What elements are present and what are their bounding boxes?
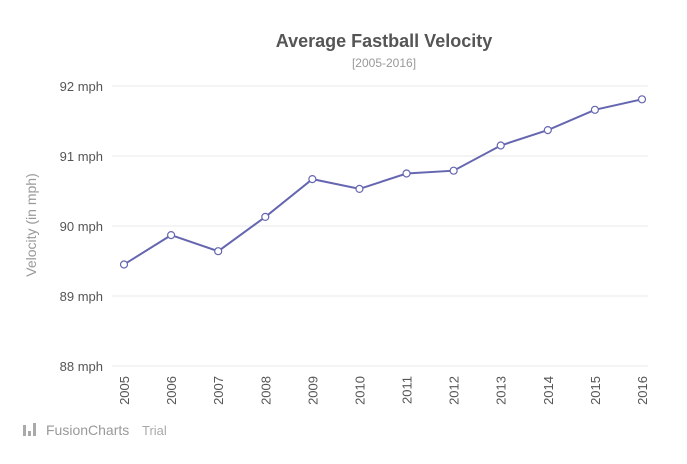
series-line	[123, 98, 643, 266]
data-point[interactable]	[166, 231, 176, 240]
data-point[interactable]	[355, 184, 364, 193]
x-tick-label: 2015	[588, 376, 603, 405]
data-point[interactable]	[214, 247, 223, 256]
point-layer	[119, 95, 647, 269]
y-tick-label: 91 mph	[60, 149, 103, 164]
y-tick-label: 92 mph	[60, 79, 103, 94]
x-tick-label: 2011	[400, 376, 415, 404]
fusioncharts-logo-icon	[23, 423, 36, 436]
y-tick-label: 90 mph	[60, 219, 103, 234]
y-axis-label: Velocity (in mph)	[23, 173, 39, 276]
chart-subtitle: [2005-2016]	[352, 56, 416, 70]
series-layer	[123, 98, 643, 266]
y-tick-label: 89 mph	[60, 289, 103, 304]
x-tick-label: 2008	[258, 376, 273, 405]
x-tick-label: 2013	[494, 376, 509, 405]
x-tick-label: 2009	[305, 376, 320, 405]
data-point[interactable]	[543, 126, 552, 135]
branding-suffix: Trial	[142, 423, 167, 438]
data-point[interactable]	[637, 95, 647, 104]
data-point[interactable]	[402, 169, 411, 178]
chart-title: Average Fastball Velocity	[276, 31, 492, 51]
x-tick-label: 2010	[352, 376, 367, 405]
grid-layer	[112, 85, 648, 367]
branding-name: FusionCharts	[46, 422, 129, 438]
x-tick-label: 2016	[635, 376, 650, 405]
y-tick-layer: 88 mph 89 mph 90 mph 91 mph 92 mph	[60, 79, 103, 374]
x-tick-label: 2012	[447, 376, 462, 405]
data-point[interactable]	[496, 141, 505, 150]
branding[interactable]: FusionCharts Trial	[23, 422, 167, 438]
x-tick-label: 2006	[164, 376, 179, 405]
data-point[interactable]	[590, 105, 600, 114]
x-tick-label: 2007	[211, 376, 226, 405]
x-tick-label: 2005	[117, 376, 132, 405]
x-tick-label: 2014	[541, 376, 556, 405]
data-point[interactable]	[119, 260, 129, 269]
data-point[interactable]	[261, 212, 270, 221]
data-point[interactable]	[449, 166, 458, 175]
x-tick-layer: 2005 2006 2007 2008 2009 2010 2011 2012 2013 2014…	[117, 376, 650, 405]
data-point[interactable]	[308, 175, 317, 184]
y-tick-label: 88 mph	[60, 359, 103, 374]
